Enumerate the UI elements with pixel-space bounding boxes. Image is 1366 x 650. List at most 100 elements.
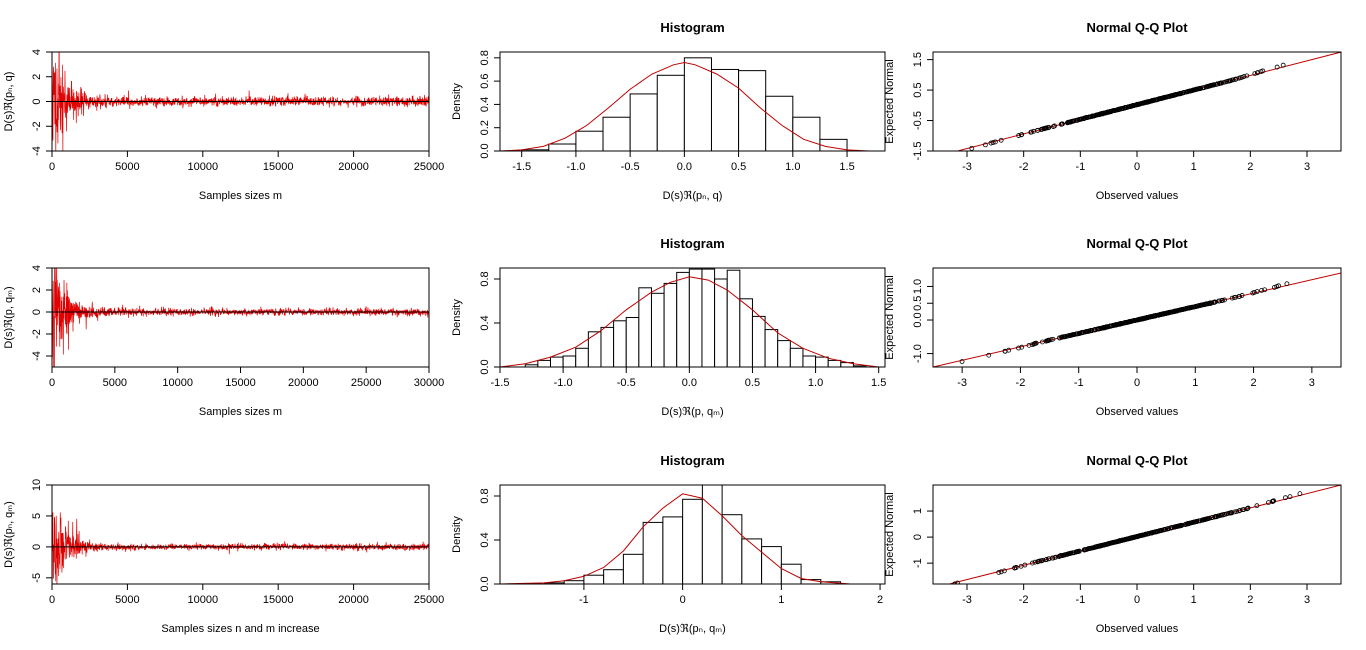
x-tick-label: 1: [778, 594, 784, 606]
y-tick-label: 0.0: [479, 359, 491, 374]
y-tick-label: -4: [31, 146, 43, 156]
trace-panel-3: 0 5000 10000 15000 20000 25000 -5 0 5 10 Samples s…: [3, 479, 444, 635]
qq-point: [1287, 494, 1293, 500]
histogram-bar: [562, 355, 577, 367]
histogram-bar: [682, 498, 703, 584]
x-axis-label: Observed values: [1096, 190, 1179, 202]
histogram-bar: [663, 282, 678, 367]
y-axis-label: Expected Normal: [884, 59, 896, 143]
plot-area: [500, 268, 879, 367]
y-tick-label: -1.5: [912, 142, 924, 161]
x-tick-label: 1: [1192, 377, 1198, 389]
qq-point: [1259, 288, 1265, 293]
x-tick-label: 0.5: [731, 161, 746, 173]
chart-title: Histogram: [660, 236, 724, 251]
qq-point: [1050, 336, 1056, 342]
x-tick-label: 10000: [188, 594, 219, 606]
plot-frame: [51, 484, 430, 585]
histogram-bar: [815, 356, 829, 367]
y-tick-label: 0: [912, 534, 924, 540]
x-tick-label: -3: [957, 377, 967, 389]
trace-panel-1: 0 5000 10000 15000 20000 25000 -4 -2 0 2 4 Samples …: [3, 49, 445, 202]
x-axis-label: Samples sizes m: [199, 406, 282, 418]
plot-frame: [51, 267, 430, 368]
qq-point: [1220, 297, 1225, 303]
x-tick-label: -1.0: [554, 377, 573, 389]
x-tick-label: -1: [1075, 594, 1085, 606]
qq-point: [986, 352, 992, 358]
y-axis-label: Density: [451, 83, 463, 120]
qq-point: [1016, 133, 1022, 138]
histogram-panel-1: -1.5 -1.0 -0.5 0.0 0.5 1.0 1.5 0.0 0.2 0.4 0.6 0.8 H…: [451, 20, 886, 202]
histogram-bar: [600, 326, 615, 367]
qq-point: [1233, 76, 1239, 82]
x-tick-label: 25000: [414, 161, 445, 173]
qq-point: [1244, 73, 1250, 79]
qq-point: [990, 140, 996, 145]
histogram-bar: [827, 359, 842, 367]
x-tick-label: -1.0: [566, 161, 585, 173]
y-tick-label: 1.5: [912, 52, 924, 67]
qq-point: [1252, 71, 1258, 76]
histogram-bar: [583, 574, 605, 584]
qq-point: [1241, 74, 1247, 79]
qq-point: [1016, 345, 1021, 351]
qq-point: [996, 570, 1002, 575]
qq-point: [1254, 503, 1260, 509]
x-tick-label: 1.5: [839, 161, 854, 173]
qq-point: [1254, 289, 1260, 294]
x-tick-label: 0: [680, 594, 686, 606]
qq-point: [1274, 64, 1280, 70]
y-tick-label: 0.4: [479, 315, 491, 330]
x-tick-label: 1: [1191, 594, 1197, 606]
x-tick-label: 15000: [263, 594, 294, 606]
x-axis-label: D(s)ℜ(pₙ, qₘ): [659, 623, 726, 635]
plot-area: [955, 52, 1341, 151]
x-axis-label: Observed values: [1096, 406, 1179, 418]
qq-point: [1245, 505, 1251, 511]
qq-point: [1234, 509, 1240, 514]
histogram-bar: [537, 359, 551, 367]
plot-area: [500, 485, 885, 584]
x-tick-label: -1: [1075, 161, 1085, 173]
histogram-bar: [688, 268, 703, 367]
y-tick-label: 0.4: [479, 97, 491, 112]
qq-point: [1251, 289, 1257, 295]
y-axis-label: D(s)ℜ(pₙ, qₘ): [3, 501, 15, 568]
qq-point: [1076, 548, 1082, 554]
x-tick-label: 3: [1304, 594, 1310, 606]
qq-point: [1276, 283, 1282, 289]
qq-point: [998, 137, 1004, 143]
histogram-bar: [602, 116, 631, 151]
x-tick-label: 3: [1309, 377, 1315, 389]
histogram-bar: [662, 516, 684, 584]
x-tick-label: -1.5: [491, 377, 510, 389]
qq-point: [959, 359, 965, 364]
histogram-bar: [701, 268, 716, 367]
y-tick-label: 0.5: [912, 82, 924, 97]
x-axis-label: Observed values: [1096, 623, 1179, 635]
qq-point: [1260, 68, 1266, 74]
chart-title: Normal Q-Q Plot: [1086, 453, 1188, 468]
density-curve: [500, 61, 885, 151]
qq-point: [1297, 491, 1303, 497]
qq-point: [1232, 509, 1238, 515]
qq-point: [1022, 562, 1028, 568]
x-tick-label: 0: [49, 594, 55, 606]
y-tick-label: 0: [31, 544, 43, 550]
qq-point: [1271, 498, 1277, 504]
x-tick-label: 20000: [338, 161, 369, 173]
histogram-bar: [761, 546, 782, 584]
histogram-panel-2: -1.5 -1.0 -0.5 0.0 0.5 1.0 1.5 0.0 0.4 0.8 Histogr…: [451, 236, 886, 418]
x-tick-label: 0: [49, 377, 55, 389]
histogram-bar: [710, 68, 740, 151]
histogram-bar: [751, 315, 766, 367]
y-axis-label: Expected Normal: [884, 275, 896, 359]
x-tick-label: 25000: [351, 377, 382, 389]
histogram-bar: [738, 70, 767, 151]
x-tick-label: 0: [1134, 594, 1140, 606]
histogram-bar: [549, 356, 564, 367]
plot-frame: [932, 51, 1342, 152]
y-axis-label: Density: [451, 299, 463, 336]
qq-point: [1283, 495, 1288, 501]
